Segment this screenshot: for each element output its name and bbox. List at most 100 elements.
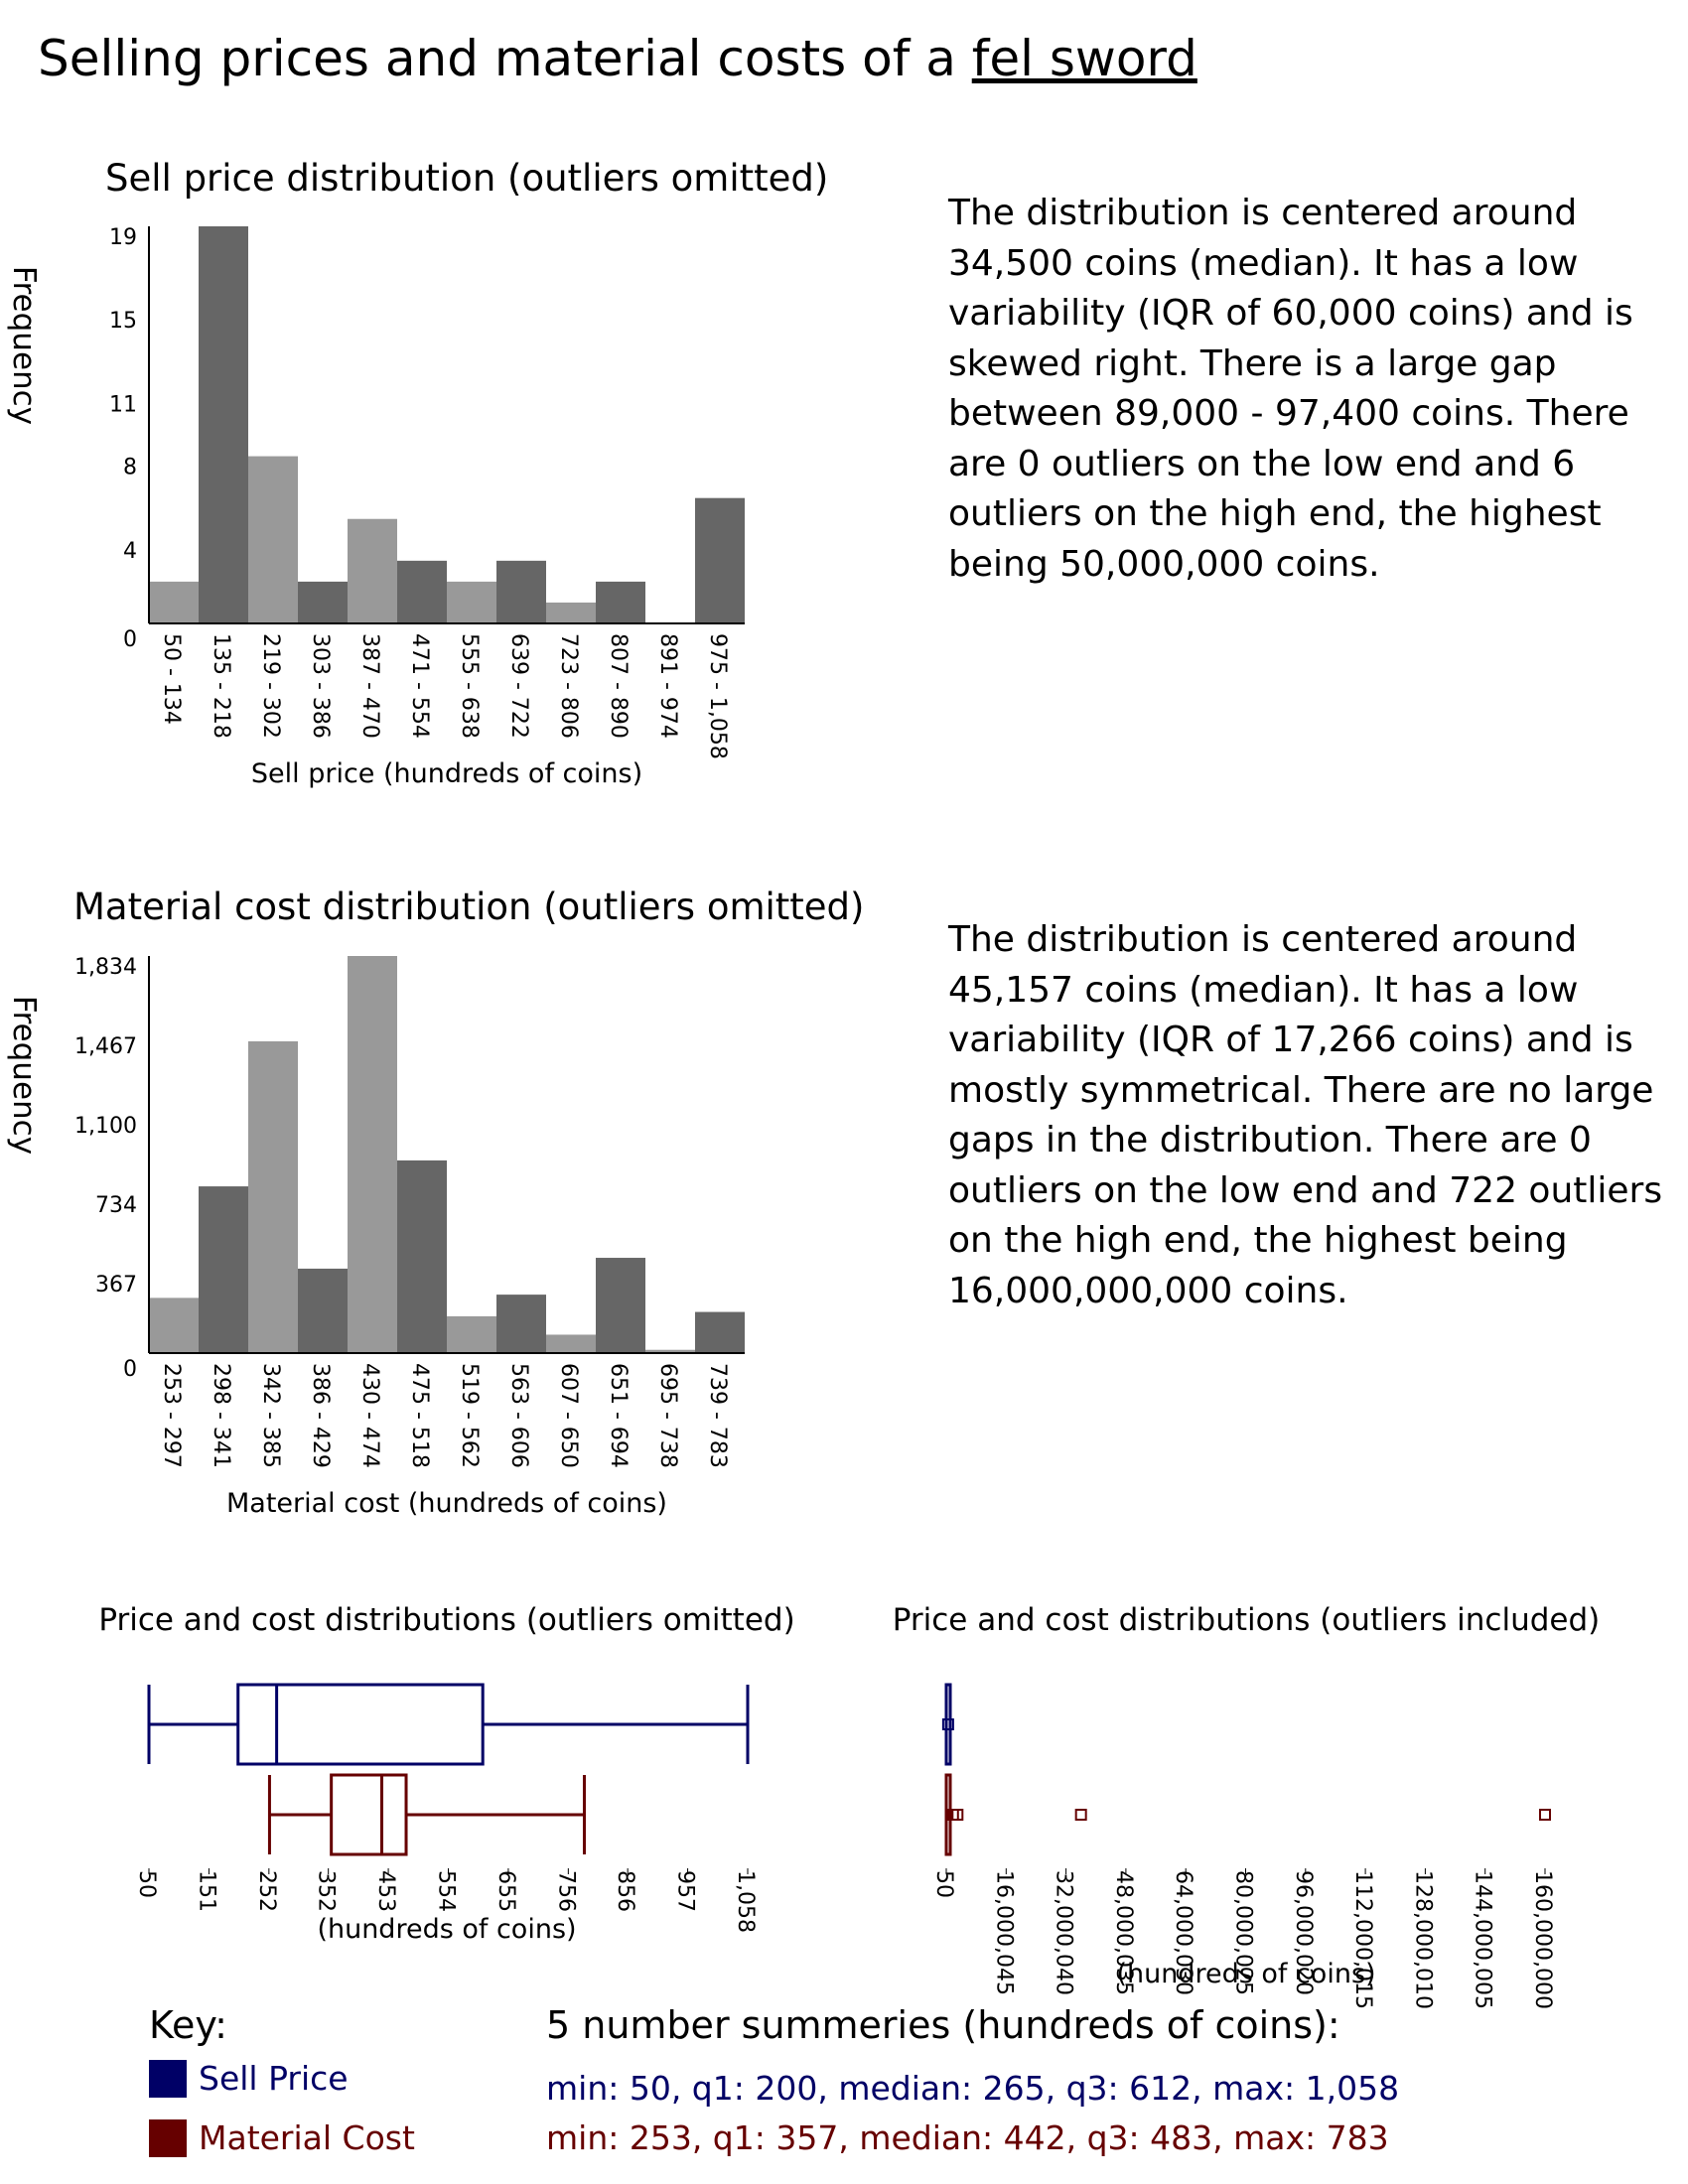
box-omit-x-tick-label: 655 xyxy=(493,1870,518,1912)
cost-summary: min: 253, q1: 357, median: 442, q3: 483,… xyxy=(546,2118,1389,2157)
cost-hist-y-tick-label: 734 xyxy=(95,1193,137,1218)
cost-hist-y-tick-label: 0 xyxy=(123,1357,137,1382)
sell-hist-x-tick-label: 723 - 806 xyxy=(556,633,581,739)
cost-hist-bar xyxy=(496,1295,546,1353)
box-omit-box xyxy=(236,1683,485,1766)
boxplot-outliers-included: Price and cost distributions (outliers i… xyxy=(893,1602,1601,2009)
sell-hist-bar xyxy=(248,456,298,623)
cost-hist-x-tick-label: 430 - 474 xyxy=(357,1363,382,1468)
box-incl-x-tick-label: 128,000,010 xyxy=(1410,1870,1435,2009)
box-incl-x-tick-label: 48,000,035 xyxy=(1111,1870,1136,1995)
box-incl-x-tick-label: 96,000,020 xyxy=(1291,1870,1316,1995)
cost-hist-y-tick-label: 1,100 xyxy=(74,1114,137,1139)
sell-hist-y-tick-label: 19 xyxy=(109,225,137,250)
cost-hist-bar xyxy=(695,1311,745,1353)
box-incl-x-tick-label: 32,000,040 xyxy=(1052,1870,1076,1995)
cost-hist-bar xyxy=(248,1040,298,1353)
box-incl-x-tick-label: 50 xyxy=(931,1870,956,1898)
box-omit-x-tick-label: 50 xyxy=(134,1870,159,1898)
sell-hist-x-tick-label: 303 - 386 xyxy=(308,633,333,739)
sell-hist-bar xyxy=(298,581,348,623)
boxplot-outliers-omitted: Price and cost distributions (outliers o… xyxy=(98,1602,794,1945)
box-omit-title: Price and cost distributions (outliers o… xyxy=(98,1602,794,1638)
sell-hist-y-axis-label: Frequency xyxy=(6,266,42,425)
cost-hist-bar xyxy=(348,956,397,1353)
sell-hist-x-tick-label: 135 - 218 xyxy=(209,633,233,739)
box-omit-x-tick-label: 352 xyxy=(314,1870,339,1912)
sell-hist-bar xyxy=(447,581,496,623)
cost-hist-x-axis-label: Material cost (hundreds of coins) xyxy=(226,1488,667,1519)
key-swatch-cost xyxy=(149,2119,187,2157)
sell-hist-y-tick-label: 11 xyxy=(109,392,137,417)
sell-hist-x-tick-label: 219 - 302 xyxy=(258,633,283,739)
sell-hist-x-axis-label: Sell price (hundreds of coins) xyxy=(251,758,642,789)
box-incl-outlier xyxy=(1074,1809,1087,1821)
cost-hist-x-tick-label: 519 - 562 xyxy=(457,1363,482,1468)
box-omit-x-tick-label: 856 xyxy=(613,1870,637,1912)
cost-description: The distribution is centered around 45,1… xyxy=(948,919,1663,1311)
box-incl-x-tick-label: 64,000,030 xyxy=(1171,1870,1196,1995)
cost-chart-title: Material cost distribution (outliers omi… xyxy=(73,886,865,928)
cost-hist-bar xyxy=(397,1160,447,1353)
sell-hist-x-tick-label: 891 - 974 xyxy=(655,633,680,739)
summaries-title: 5 number summeries (hundreds of coins): xyxy=(546,2003,1340,2047)
page-title-item: fel sword xyxy=(971,30,1197,87)
sell-hist-bar xyxy=(199,226,248,623)
sell-hist-bar xyxy=(695,497,745,623)
box-incl-x-tick-label: 112,000,015 xyxy=(1350,1870,1375,2009)
sell-hist-bar xyxy=(596,581,645,623)
cost-hist-bar xyxy=(199,1186,248,1353)
sell-hist-x-tick-label: 555 - 638 xyxy=(457,633,482,739)
cost-hist-x-tick-label: 651 - 694 xyxy=(606,1363,631,1468)
sell-hist-y-tick-label: 4 xyxy=(123,539,137,564)
box-incl-x-tick-label: 80,000,025 xyxy=(1231,1870,1256,1995)
sell-hist-x-tick-label: 807 - 890 xyxy=(606,633,631,739)
cost-hist-x-tick-label: 695 - 738 xyxy=(655,1363,680,1468)
sell-hist-x-tick-label: 471 - 554 xyxy=(407,633,432,739)
sell-hist-y-tick-label: 8 xyxy=(123,456,137,480)
cost-hist-bar xyxy=(149,1297,199,1353)
sell-chart-title: Sell price distribution (outliers omitte… xyxy=(105,157,829,200)
cost-hist-y-tick-label: 1,834 xyxy=(74,955,137,980)
sell-hist-x-tick-label: 50 - 134 xyxy=(159,633,184,725)
box-incl-outlier xyxy=(951,1809,964,1821)
cost-hist-x-tick-label: 739 - 783 xyxy=(705,1363,730,1468)
cost-hist-x-tick-label: 298 - 341 xyxy=(209,1363,233,1468)
sell-summary: min: 50, q1: 200, median: 265, q3: 612, … xyxy=(546,2069,1400,2108)
cost-hist-bar xyxy=(645,1349,695,1353)
sell-hist-bar xyxy=(397,560,447,623)
sell-hist-x-tick-label: 387 - 470 xyxy=(357,633,382,739)
box-incl-x-tick-label: 160,000,000 xyxy=(1530,1870,1555,2009)
sell-histogram: 0 4 8 11 15 19 50 - 134 135 - 218 219 - 302 303 -… xyxy=(6,225,745,789)
cost-hist-x-tick-label: 342 - 385 xyxy=(258,1363,283,1468)
box-incl-x-tick-label: 16,000,045 xyxy=(991,1870,1016,1995)
cost-hist-y-tick-label: 1,467 xyxy=(74,1034,137,1059)
sell-description: The distribution is centered around 34,5… xyxy=(948,193,1633,585)
cost-hist-x-tick-label: 607 - 650 xyxy=(556,1363,581,1468)
cost-hist-x-tick-label: 475 - 518 xyxy=(407,1363,432,1468)
box-omit-x-tick-label: 1,058 xyxy=(733,1870,758,1933)
box-omit-x-axis-label: (hundreds of coins) xyxy=(317,1914,576,1945)
sell-hist-x-tick-label: 639 - 722 xyxy=(506,633,531,739)
page-title-prefix: Selling prices and material costs of a xyxy=(38,30,972,87)
cost-hist-x-tick-label: 253 - 297 xyxy=(159,1363,184,1468)
sell-hist-bar xyxy=(546,602,596,623)
sell-hist-y-tick-label: 15 xyxy=(109,309,137,334)
box-omit-x-tick-label: 151 xyxy=(194,1870,218,1912)
box-incl-outlier xyxy=(941,1718,954,1730)
sell-hist-bar xyxy=(149,581,199,623)
box-omit-x-tick-label: 957 xyxy=(673,1870,698,1912)
sell-hist-x-tick-label: 975 - 1,058 xyxy=(705,633,730,759)
sell-hist-bar xyxy=(496,560,546,623)
key-label-sell: Sell Price xyxy=(199,2059,349,2098)
cost-hist-bar xyxy=(596,1258,645,1353)
box-incl-title: Price and cost distributions (outliers i… xyxy=(893,1602,1601,1638)
cost-hist-bar xyxy=(546,1334,596,1353)
key-swatch-sell xyxy=(149,2060,187,2098)
box-incl-x-axis-label: (hundreds of coins) xyxy=(1116,1959,1375,1989)
cost-hist-y-axis-label: Frequency xyxy=(6,996,42,1155)
key-label-cost: Material Cost xyxy=(199,2118,415,2157)
box-omit-x-tick-label: 554 xyxy=(434,1870,459,1912)
cost-hist-bar xyxy=(447,1315,496,1353)
key-label: Key: xyxy=(149,2003,227,2047)
